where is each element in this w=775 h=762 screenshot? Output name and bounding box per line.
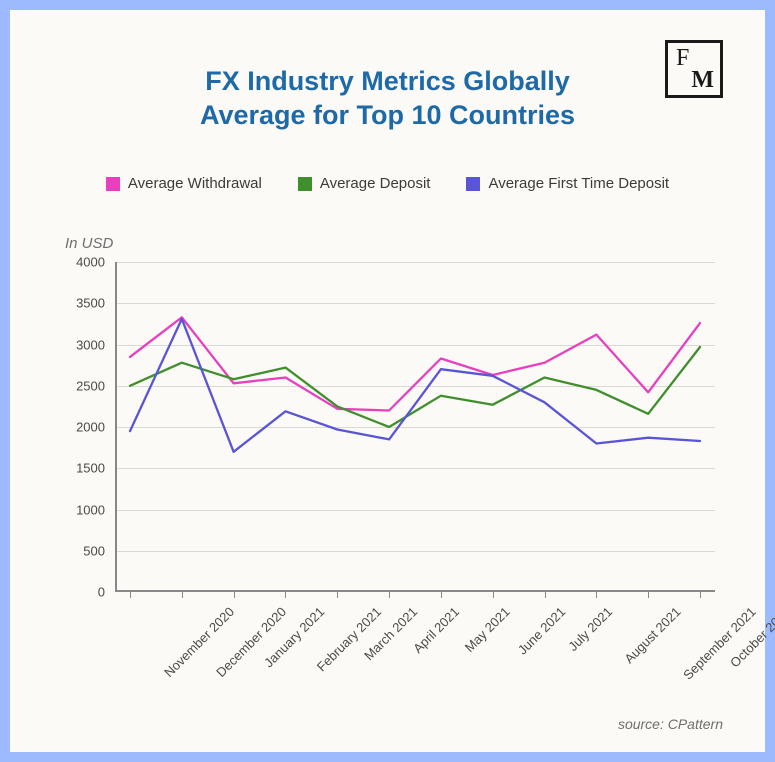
y-axis-unit: In USD [65,235,113,252]
chart-card: F M FX Industry Metrics Globally Average… [0,0,775,762]
legend-label: Average First Time Deposit [488,175,669,192]
y-tick-label: 4000 [76,255,105,270]
legend-label: Average Withdrawal [128,175,262,192]
x-tick [285,592,286,598]
legend: Average Withdrawal Average Deposit Average… [10,175,765,196]
x-tick [441,592,442,598]
legend-item: Average Deposit [298,175,431,192]
legend-label: Average Deposit [320,175,431,192]
y-tick-label: 1000 [76,502,105,517]
line-series-svg [115,262,715,592]
x-tick [700,592,701,598]
x-tick-label: August 2021 [622,604,684,666]
plot-area [115,262,715,592]
legend-item: Average First Time Deposit [466,175,669,192]
x-tick-label: June 2021 [515,604,569,658]
x-tick [182,592,183,598]
title-line-2: Average for Top 10 Countries [200,100,575,130]
x-tick [648,592,649,598]
y-tick-label: 500 [83,543,105,558]
legend-swatch [298,177,312,191]
y-tick-label: 0 [98,585,105,600]
y-tick-label: 2500 [76,378,105,393]
legend-item: Average Withdrawal [106,175,262,192]
x-tick-label: May 2021 [462,604,513,655]
legend-swatch [106,177,120,191]
x-tick [545,592,546,598]
y-tick-label: 3500 [76,296,105,311]
title-line-1: FX Industry Metrics Globally [205,66,570,96]
y-axis-labels: 05001000150020002500300035004000 [10,262,105,592]
x-tick [234,592,235,598]
series-line [130,317,700,410]
x-axis-labels: November 2020December 2020January 2021Fe… [115,604,715,724]
x-tick [596,592,597,598]
x-tick [130,592,131,598]
y-tick-label: 2000 [76,420,105,435]
x-tick [493,592,494,598]
chart-title: FX Industry Metrics Globally Average for… [10,65,765,133]
x-tick [337,592,338,598]
legend-swatch [466,177,480,191]
y-tick-label: 3000 [76,337,105,352]
x-tick-label: July 2021 [565,604,615,654]
x-tick [389,592,390,598]
y-tick-label: 1500 [76,461,105,476]
source-label: source: CPattern [618,716,723,732]
